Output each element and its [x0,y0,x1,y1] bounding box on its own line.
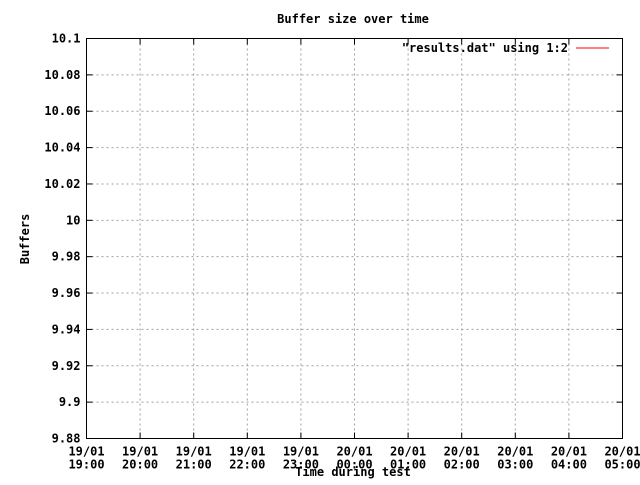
x-tick-label-date: 19/01 [122,445,158,459]
y-tick-label: 9.96 [52,286,81,300]
x-tick-label-time: 22:00 [229,458,265,472]
y-tick-label: 10.08 [44,68,80,82]
x-tick-label-time: 02:00 [444,458,480,472]
x-tick-label-date: 19/01 [68,445,104,459]
y-tick-label: 10.04 [44,141,80,155]
x-tick-label-time: 04:00 [551,458,587,472]
x-tick-label-date: 20/01 [336,445,372,459]
x-tick-label-time: 19:00 [68,458,104,472]
x-tick-label-time: 03:00 [497,458,533,472]
y-tick-label: 10.06 [44,104,80,118]
y-tick-label: 9.92 [52,359,81,373]
x-tick-label-date: 20/01 [390,445,426,459]
x-tick-label-date: 19/01 [229,445,265,459]
x-tick-label-date: 20/01 [497,445,533,459]
y-tick-label: 9.94 [52,322,81,336]
plot-frame [86,38,623,439]
x-tick-label-date: 20/01 [551,445,587,459]
y-tick-label: 10.02 [44,177,80,191]
x-axis-label: Time during test [295,465,411,479]
x-axis: 19/0119:0019/0120:0019/0121:0019/0122:00… [68,38,640,472]
y-tick-label: 10 [66,213,80,227]
y-tick-label: 9.88 [52,432,81,446]
y-tick-label: 9.98 [52,250,81,264]
x-tick-label-date: 19/01 [283,445,319,459]
x-tick-label-time: 01:00 [390,458,426,472]
x-tick-label-time: 05:00 [604,458,640,472]
y-axis: 10.1 10.08 10.06 10.04 10.02 10 9.98 9.96 9.94 9.… [44,32,623,446]
x-tick-label-date: 19/01 [176,445,212,459]
x-tick-label-time: 00:00 [336,458,372,472]
legend: "results.dat" using 1:2 [402,41,609,55]
x-tick-label-time: 23:00 [283,458,319,472]
grid-layer [86,38,623,439]
chart-title: Buffer size over time [277,12,429,26]
x-tick-label-time: 20:00 [122,458,158,472]
x-tick-label-date: 20/01 [604,445,640,459]
y-axis-label: Buffers [18,214,32,265]
x-tick-label-time: 21:00 [176,458,212,472]
legend-series-label: "results.dat" using 1:2 [402,41,568,55]
y-tick-label: 10.1 [52,32,81,46]
y-tick-label: 9.9 [59,395,81,409]
x-tick-label-date: 20/01 [444,445,480,459]
